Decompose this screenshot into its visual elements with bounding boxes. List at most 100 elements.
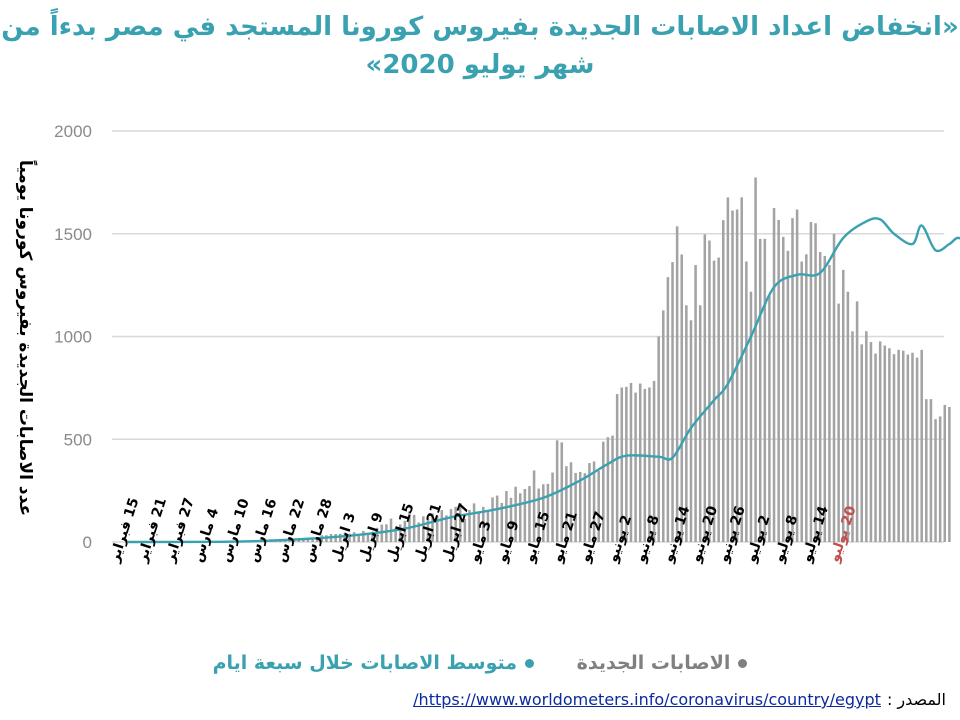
bar: [892, 354, 896, 542]
bar: [841, 269, 845, 542]
bar: [454, 506, 457, 542]
bar: [518, 493, 522, 542]
bar: [689, 320, 693, 542]
bar: [634, 392, 637, 542]
bar: [597, 470, 600, 542]
bar: [477, 511, 480, 542]
y-axis-tick-labels: 0 500 1000 1500 2000: [54, 122, 92, 552]
average-line: [127, 217, 960, 544]
bar: [440, 510, 444, 542]
bar: [800, 261, 803, 542]
bar: [837, 303, 840, 542]
bar: [500, 502, 504, 542]
bar: [703, 234, 707, 542]
legend-dot-line: [525, 659, 535, 668]
bar: [615, 394, 619, 542]
bar: [445, 515, 448, 542]
bar: [565, 466, 568, 542]
bar: [315, 538, 319, 542]
bar: [302, 539, 305, 542]
bar: [925, 399, 928, 542]
source-note: المصدر : https://www.worldometers.info/co…: [413, 690, 946, 709]
bar: [468, 509, 471, 542]
bar: [878, 341, 882, 542]
bar: [551, 472, 554, 542]
bar: [592, 461, 596, 542]
bar: [860, 344, 863, 542]
legend-item-line: متوسط الاصابات خلال سبعة ايام: [213, 652, 535, 674]
bar: [717, 257, 720, 542]
bar: [934, 419, 937, 542]
bar: [915, 357, 919, 542]
x-tick-label: 4 مارس: [190, 506, 223, 564]
bar: [740, 197, 744, 542]
bar: [588, 463, 591, 542]
bar: [735, 209, 739, 542]
bar: [403, 520, 407, 542]
bar: [638, 383, 642, 542]
bar: [754, 177, 757, 542]
bar: [772, 208, 776, 542]
bar: [818, 252, 822, 543]
y-axis-label: عدد الاصابات الجديدة بفيروس كورونا يوميا…: [15, 160, 39, 516]
bar: [546, 483, 550, 542]
legend-item-bars: الاصابات الجديدة: [577, 652, 748, 674]
bar: [698, 305, 702, 542]
bar: [758, 238, 762, 542]
bar: [352, 532, 356, 542]
bar: [786, 250, 790, 542]
bar: [694, 264, 697, 542]
bar: [532, 470, 536, 542]
bar: [495, 495, 499, 542]
bar: [505, 491, 508, 542]
bar: [768, 295, 771, 542]
bar: [620, 387, 624, 542]
bar: [929, 399, 933, 542]
y-tick-label: 0: [83, 533, 92, 552]
bar: [846, 291, 850, 542]
bar: [648, 387, 651, 542]
bar: [569, 462, 573, 542]
bar: [458, 503, 462, 542]
bar: [606, 437, 610, 542]
bar: [888, 348, 891, 542]
bar: [685, 305, 688, 542]
bar: [514, 486, 517, 542]
bar: [781, 236, 785, 542]
legend-dot-bars: [738, 659, 748, 668]
bar: [726, 197, 730, 542]
source-link[interactable]: https://www.worldometers.info/coronaviru…: [413, 690, 881, 709]
bar: [398, 524, 402, 542]
bar: [938, 416, 942, 542]
x-tick-label: 20 يوليو: [826, 504, 860, 565]
bar: [832, 233, 836, 542]
bar: [652, 380, 656, 542]
bar: [431, 513, 434, 542]
bar: [523, 488, 527, 542]
bar: [943, 404, 947, 542]
bar: [578, 471, 582, 542]
y-tick-label: 1000: [54, 328, 92, 347]
bar: [366, 533, 370, 542]
bar: [823, 255, 827, 542]
bar: [574, 472, 577, 542]
bar: [311, 537, 314, 542]
bar: [763, 238, 767, 542]
bar: [537, 488, 540, 542]
bar: [394, 528, 397, 542]
bar: [611, 435, 614, 542]
y-tick-label: 2000: [54, 122, 92, 141]
bar: [795, 209, 799, 542]
bar: [865, 331, 868, 542]
bar: [491, 497, 494, 542]
bar: [412, 514, 416, 542]
bar: [426, 516, 430, 542]
bar: [897, 349, 900, 542]
bar: [362, 530, 365, 542]
bar: [920, 349, 923, 542]
bar: [906, 354, 910, 542]
bar: [625, 386, 628, 542]
bar: [528, 486, 531, 542]
bar: [666, 277, 670, 542]
